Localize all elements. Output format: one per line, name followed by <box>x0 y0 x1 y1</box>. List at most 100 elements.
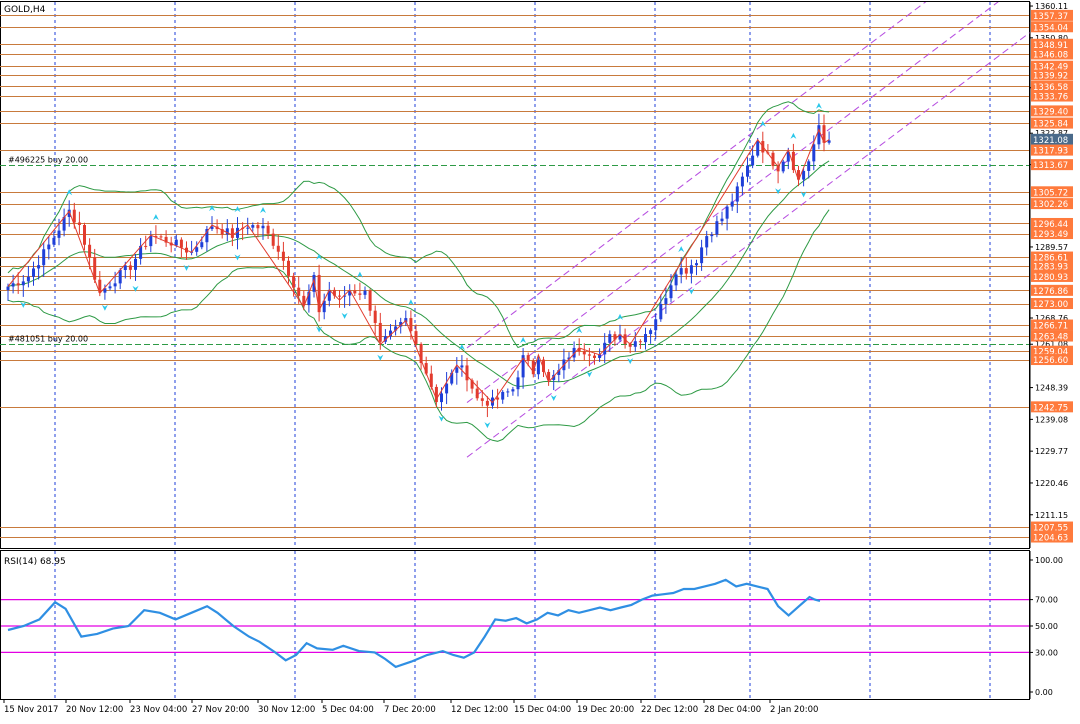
price-tag-label: 1321.08 <box>1033 136 1068 146</box>
candle-body <box>725 206 729 219</box>
candle-body <box>16 283 20 286</box>
regression-channel[interactable] <box>466 0 1080 458</box>
candle-body <box>378 322 382 342</box>
candle-body <box>674 274 678 286</box>
candle-body <box>557 370 561 375</box>
fractal-up-arrow <box>678 246 685 253</box>
level-price-tag <box>1031 186 1073 198</box>
candle-body <box>424 363 428 374</box>
fractal-down-arrow <box>438 415 445 422</box>
candle-body <box>791 151 795 171</box>
rsi-indicator <box>1 578 1029 669</box>
axis-price-label: 1350.80 <box>1035 34 1068 43</box>
level-price-tag <box>1031 345 1073 357</box>
candle-body <box>139 245 143 259</box>
fractal-down-arrow <box>586 371 593 378</box>
candle-body <box>302 295 306 306</box>
candle-body <box>62 216 66 231</box>
horizontal-levels[interactable] <box>0 15 1029 538</box>
fractal-up-arrow <box>234 206 241 213</box>
candle-body <box>649 330 653 335</box>
price-tag-label: 1342.49 <box>1033 63 1068 73</box>
candle-body <box>802 170 806 180</box>
candle-body <box>220 229 224 235</box>
fractal-up-arrow <box>520 337 527 344</box>
candle-body <box>450 372 454 384</box>
price-tag-label: 1256.60 <box>1033 356 1068 366</box>
candle-body <box>516 377 520 390</box>
fractal-down-arrow <box>20 301 27 308</box>
fractal-arrows <box>20 102 822 429</box>
candle-body <box>103 288 107 293</box>
candle-body <box>276 245 280 252</box>
candle-body <box>383 336 387 342</box>
candle-body <box>751 155 755 166</box>
fractal-up-arrow <box>209 205 215 212</box>
rsi-pane-frame <box>0 550 1030 700</box>
candle-body <box>21 281 25 286</box>
candle-body <box>542 359 545 372</box>
level-price-tag <box>1031 401 1073 413</box>
candle-body <box>460 365 464 368</box>
level-price-tag <box>1031 9 1073 21</box>
order-lines[interactable]: #496225 buy 20.00 #481051 buy 20.00 <box>0 156 1029 345</box>
order-label[interactable]: #481051 buy 20.00 <box>8 335 88 344</box>
channel-line <box>466 2 927 349</box>
candle-body <box>154 236 158 238</box>
time-label: 15 Nov 2017 <box>4 705 58 715</box>
candle-body <box>689 265 693 274</box>
order-label[interactable]: #496225 buy 20.00 <box>8 156 88 165</box>
axis-price-label: 1322.87 <box>1035 129 1068 138</box>
fractal-down-arrow <box>800 191 807 198</box>
fractal-up-arrow <box>316 253 323 260</box>
zigzag-indicator <box>7 128 830 404</box>
candle-body <box>363 290 367 295</box>
candle-body <box>613 334 617 340</box>
candle-body <box>664 298 668 304</box>
candle-body <box>715 221 719 235</box>
candle-body <box>113 283 117 287</box>
bollinger-middle <box>7 160 830 388</box>
fractal-up-arrow <box>356 271 363 278</box>
candle-body <box>42 249 46 266</box>
fractal-up-arrow <box>576 327 583 334</box>
candle-body <box>491 397 494 406</box>
fractal-down-arrow <box>775 188 782 195</box>
time-label: 27 Nov 20:00 <box>192 705 249 715</box>
level-price-tag <box>1031 117 1073 129</box>
candle-body <box>470 380 474 389</box>
candle-body <box>414 331 418 344</box>
candle-body <box>368 290 372 311</box>
price-tag-label: 1266.71 <box>1033 322 1068 332</box>
time-label: 22 Dec 12:00 <box>641 705 698 715</box>
fractal-up-arrow <box>458 344 465 351</box>
candle-body <box>817 125 821 145</box>
main-pane-frame <box>0 1 1030 549</box>
candle-body <box>419 343 423 364</box>
candle-body <box>786 151 790 162</box>
level-price-tag <box>1031 521 1073 533</box>
price-tag-label: 1325.84 <box>1033 120 1068 130</box>
fractal-up-arrow <box>617 313 623 320</box>
candle-body <box>134 258 137 270</box>
candle-body <box>88 244 92 258</box>
candle-body <box>746 165 749 177</box>
axis-price-label: 1211.15 <box>1035 511 1068 520</box>
candle-body <box>740 176 744 187</box>
candle-body <box>618 334 622 340</box>
candle-body <box>822 125 826 143</box>
price-tag-label: 1263.48 <box>1033 333 1068 343</box>
fractal-up-arrow <box>407 299 414 306</box>
level-price-tag <box>1031 144 1073 156</box>
time-label: 7 Dec 20:00 <box>384 705 436 715</box>
price-tag-label: 1317.93 <box>1033 147 1068 157</box>
candle-body <box>526 355 530 361</box>
candle-body <box>159 236 163 238</box>
vertical-grid <box>54 2 991 699</box>
level-price-tag <box>1031 531 1073 543</box>
candle-body <box>47 244 51 250</box>
candle-body <box>358 293 362 295</box>
bollinger-upper <box>7 101 830 349</box>
